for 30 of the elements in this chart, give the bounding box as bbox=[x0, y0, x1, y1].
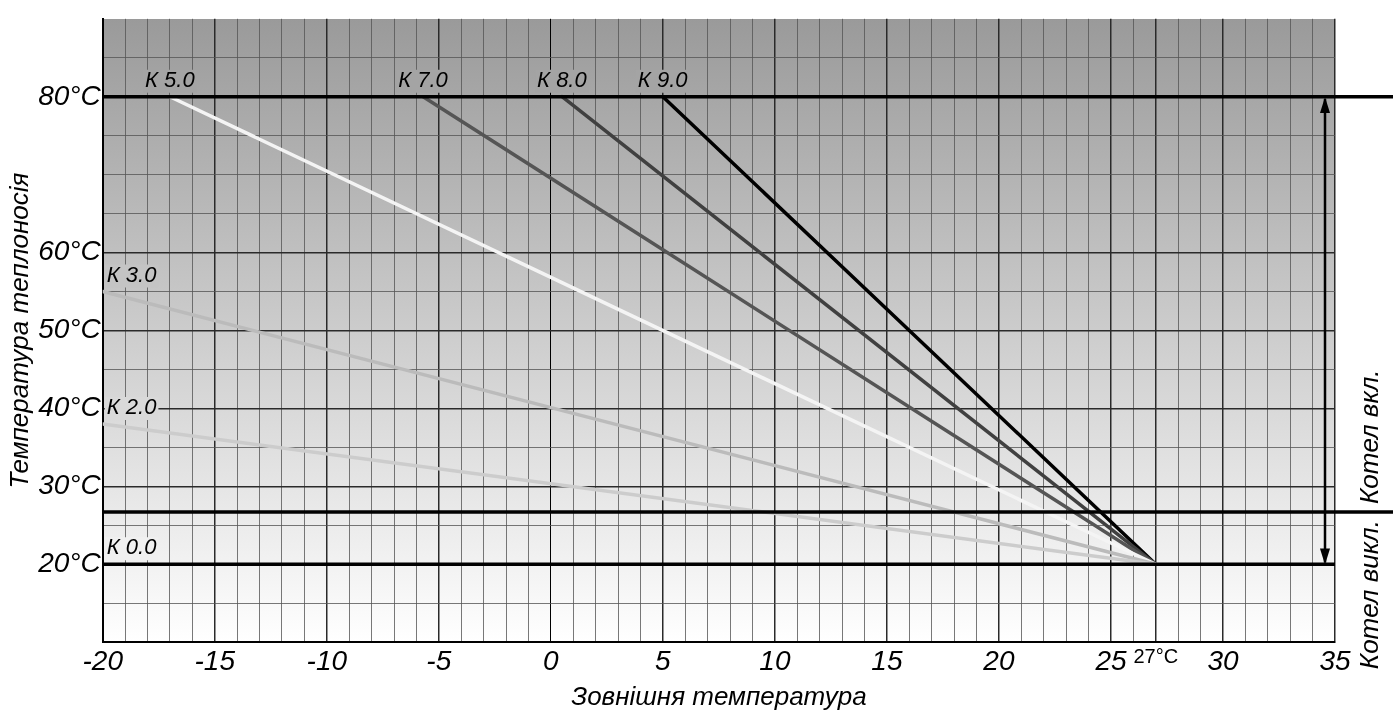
x-tick-label: -20 bbox=[82, 644, 124, 676]
x-tick-label: -5 bbox=[426, 644, 452, 676]
y-tick-label: 60°C bbox=[38, 235, 102, 267]
x-tick-label: 35 bbox=[1319, 644, 1351, 676]
y-tick-label: 40°C bbox=[38, 391, 102, 423]
y-axis-title: Температура теплоносія bbox=[3, 172, 34, 489]
x-tick-label: -10 bbox=[306, 644, 348, 676]
annotation: Котел викл. bbox=[1354, 520, 1385, 670]
series-label: К 0.0 bbox=[106, 534, 158, 560]
x-tick-label: 27°C bbox=[1133, 644, 1179, 667]
x-tick-label: 20 bbox=[982, 644, 1015, 676]
x-tick-label: 5 bbox=[655, 644, 672, 676]
y-tick-label: 80°C bbox=[38, 79, 102, 111]
y-tick-label: 50°C bbox=[38, 313, 102, 345]
series-label: К 8.0 bbox=[537, 66, 588, 92]
x-tick-label: 25 bbox=[1094, 644, 1127, 676]
x-tick-label: 10 bbox=[759, 644, 791, 676]
x-axis-title: Зовнішня температура bbox=[571, 680, 867, 711]
x-tick-label: 15 bbox=[871, 644, 903, 676]
x-tick-label: 0 bbox=[543, 644, 560, 676]
x-tick-label: -15 bbox=[194, 644, 236, 676]
series-label: К 2.0 bbox=[106, 394, 158, 420]
y-tick-label: 30°C bbox=[38, 469, 102, 501]
series-label: К 5.0 bbox=[144, 66, 196, 92]
x-tick-label: 30 bbox=[1207, 644, 1239, 676]
series-label: К 9.0 bbox=[637, 66, 689, 92]
series-label: К 7.0 bbox=[398, 66, 449, 92]
annotation: Котел вкл. bbox=[1354, 369, 1385, 505]
series-label: К 3.0 bbox=[106, 261, 158, 287]
y-tick-label: 20°C bbox=[37, 547, 102, 579]
